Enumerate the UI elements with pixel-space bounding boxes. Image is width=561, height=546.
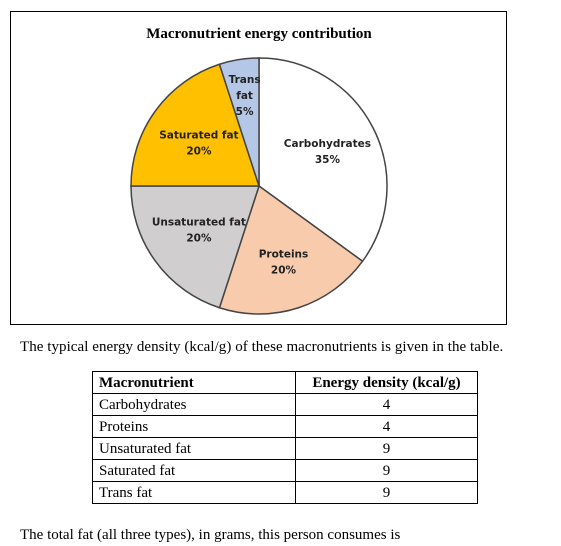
table-cell-value: 4 [295, 415, 478, 438]
pie-slice-saturated-fat [130, 63, 261, 187]
pie-slice-carbohydrates [258, 57, 388, 263]
table-header-row: Macronutrient Energy density (kcal/g) [92, 371, 478, 394]
table-cell-value: 9 [295, 437, 478, 460]
pie-chart-frame: Macronutrient energy contribution Carboh… [10, 11, 507, 325]
table-cell-value: 9 [295, 481, 478, 504]
slice-percent-label: 20% [186, 145, 212, 157]
slice-percent-label: 20% [271, 265, 297, 277]
table-cell-value: 4 [295, 393, 478, 416]
pie-slice-proteins [218, 184, 364, 315]
pie-slice-trans-fat [218, 57, 260, 187]
slice-percent-label: 35% [315, 154, 341, 166]
slice-name-label: Saturated fat [159, 129, 238, 141]
question-text: The total fat (all three types), in gram… [20, 527, 401, 543]
table-cell-name: Carbohydrates [92, 393, 296, 416]
slice-percent-label: 5% [236, 106, 254, 118]
slice-name-label: Unsaturated fat [152, 217, 246, 229]
energy-density-table: Macronutrient Energy density (kcal/g) Ca… [92, 371, 478, 504]
slice-name-label: fat [236, 90, 253, 102]
slice-name-label: Proteins [259, 249, 309, 261]
table-row: Saturated fat 9 [92, 459, 478, 482]
slice-percent-label: 20% [186, 233, 212, 245]
table-row: Unsaturated fat 9 [92, 437, 478, 460]
header-macronutrient: Macronutrient [92, 371, 296, 394]
table-cell-name: Saturated fat [92, 459, 296, 482]
table-cell-name: Trans fat [92, 481, 296, 504]
table-row: Trans fat 9 [92, 481, 478, 504]
slice-name-label: Trans [229, 74, 261, 86]
table-cell-name: Unsaturated fat [92, 437, 296, 460]
table-cell-name: Proteins [92, 415, 296, 438]
table-cell-value: 9 [295, 459, 478, 482]
intro-text: The typical energy density (kcal/g) of t… [20, 339, 504, 355]
chart-title: Macronutrient energy contribution [146, 26, 372, 42]
header-energy-density: Energy density (kcal/g) [295, 371, 478, 394]
pie-slice-unsaturated-fat [130, 185, 261, 309]
table-row: Carbohydrates 4 [92, 393, 478, 416]
slice-name-label: Carbohydrates [284, 138, 371, 150]
table-row: Proteins 4 [92, 415, 478, 438]
pie-chart: Macronutrient energy contribution Carboh… [130, 26, 388, 315]
